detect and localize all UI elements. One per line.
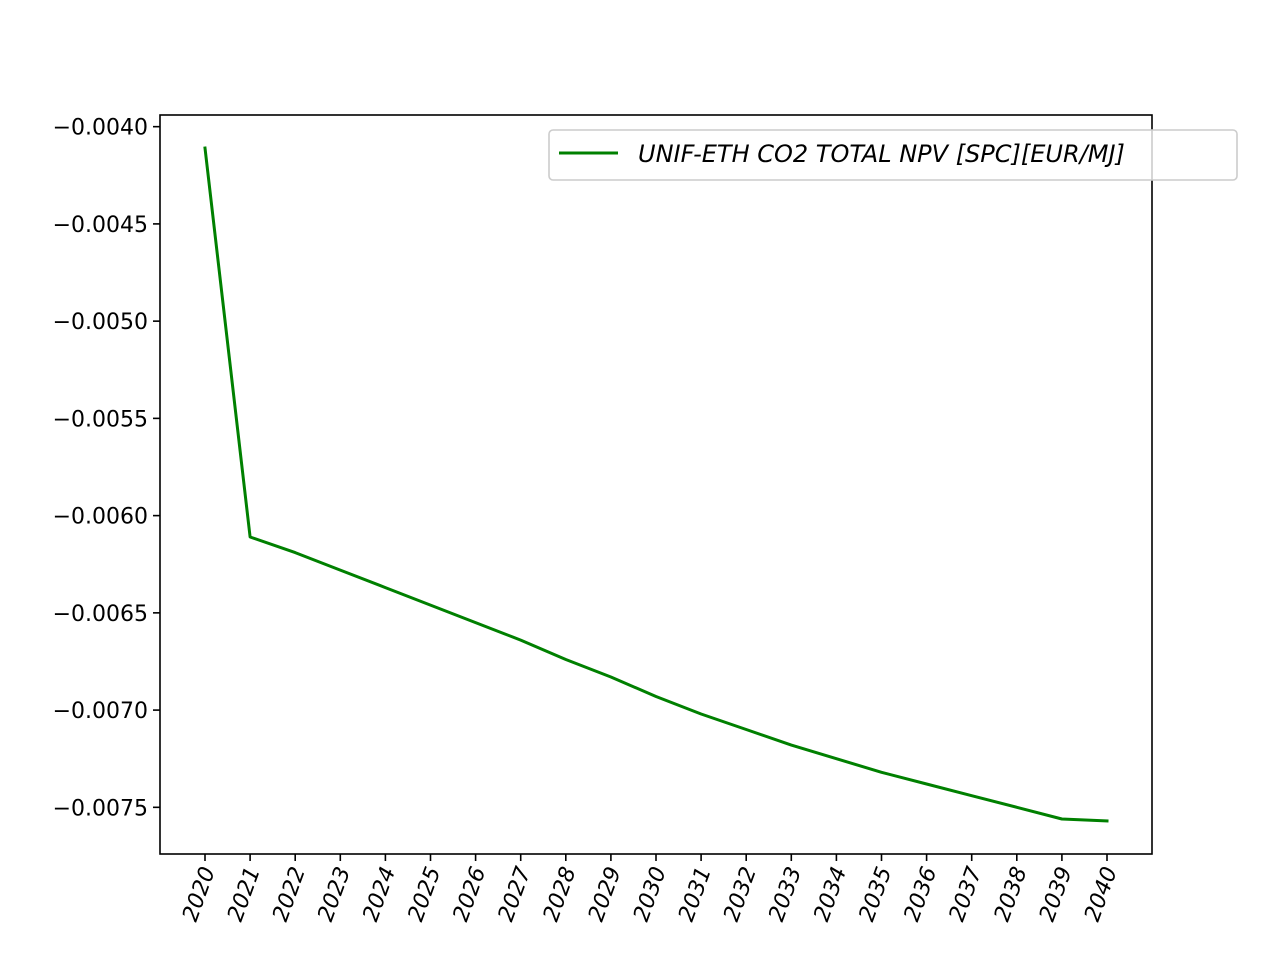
y-tick-label: −0.0075: [53, 796, 148, 821]
y-tick-label: −0.0055: [53, 407, 148, 432]
legend: UNIF-ETH CO2 TOTAL NPV [SPC][EUR/MJ]: [548, 129, 1238, 181]
plot-area: [203, 146, 1109, 823]
y-tick-label: −0.0040: [53, 116, 148, 141]
legend-label: UNIF-ETH CO2 TOTAL NPV [SPC][EUR/MJ]: [638, 140, 1125, 168]
y-axis: −0.0040 −0.0045 −0.0050 −0.0055 −0.0060 −0.00…: [53, 116, 160, 821]
y-tick-label: −0.0060: [53, 505, 148, 530]
y-tick-label: −0.0045: [53, 213, 148, 238]
y-tick-label: −0.0065: [53, 602, 148, 627]
series-line: [203, 146, 1109, 823]
y-tick-label: −0.0050: [53, 310, 148, 335]
legend-box: [548, 129, 1238, 181]
axes-frame: [159, 114, 1153, 855]
y-tick-label: −0.0070: [53, 699, 148, 724]
